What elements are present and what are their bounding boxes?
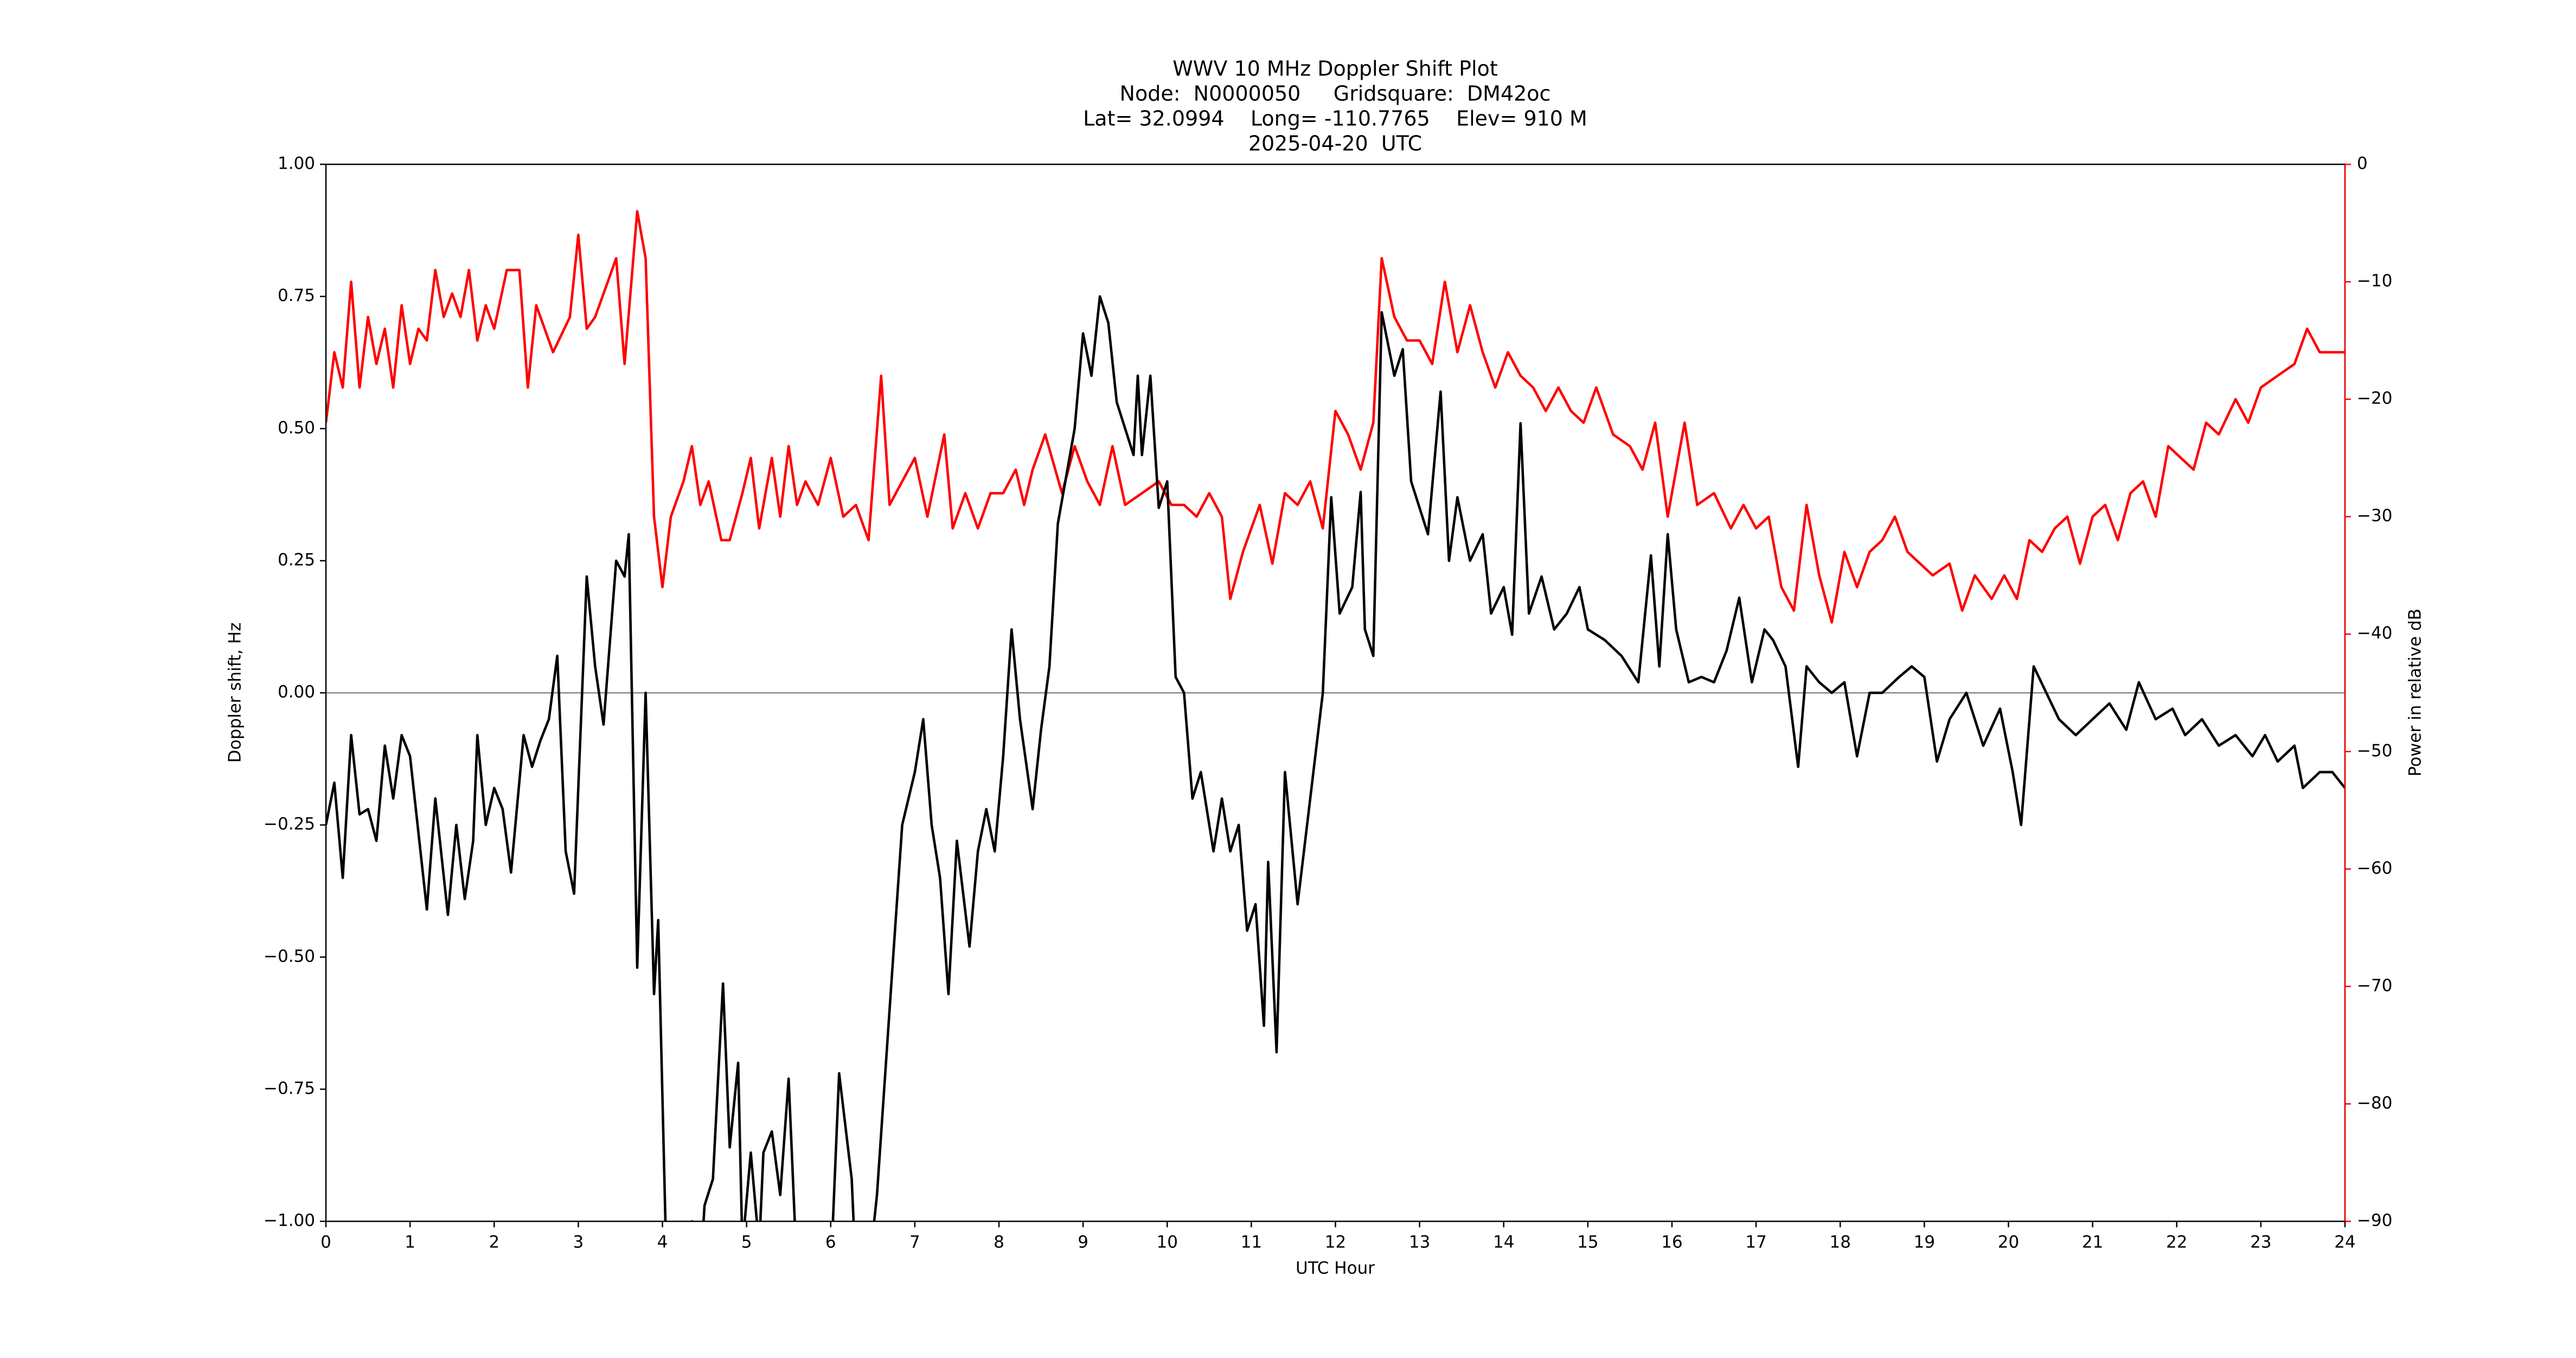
series-line [326,295,2345,1221]
y-tick-label: 0.00 [278,682,315,702]
x-tick-label: 24 [2334,1233,2355,1252]
x-tick-label: 1 [405,1233,415,1252]
y2-tick-label: 0 [2357,154,2368,174]
y-tick-label: −1.00 [264,1211,315,1231]
y2-tick-label: −80 [2357,1093,2392,1113]
y2-tick-label: −40 [2357,624,2392,643]
x-tick-label: 0 [321,1233,331,1252]
series-line [326,210,2345,624]
x-tick-label: 3 [573,1233,584,1252]
y-tick-label: −0.50 [264,946,315,966]
title-line: Node: N0000050 Gridsquare: DM42oc [1120,82,1551,106]
x-tick-label: 18 [1830,1233,1851,1252]
y2-tick-label: −90 [2357,1211,2392,1231]
x-tick-label: 5 [741,1233,752,1252]
y2-tick-label: −60 [2357,859,2392,878]
y-tick-label: 0.50 [278,418,315,438]
x-tick-label: 13 [1409,1233,1430,1252]
x-tick-label: 15 [1577,1233,1598,1252]
title-line: Lat= 32.0994 Long= -110.7765 Elev= 910 M [1083,107,1587,131]
y2-tick-label: −10 [2357,271,2392,291]
x-tick-label: 7 [909,1233,920,1252]
x-tick-label: 19 [1914,1233,1935,1252]
x-tick-label: 9 [1078,1233,1088,1252]
x-tick-label: 11 [1241,1233,1262,1252]
y2-tick-label: −50 [2357,741,2392,760]
x-tick-label: 16 [1661,1233,1682,1252]
y-tick-label: −0.75 [264,1079,315,1098]
y-tick-label: 1.00 [278,154,315,174]
x-tick-label: 14 [1493,1233,1514,1252]
x-axis-label: UTC Hour [1296,1259,1375,1278]
x-tick-label: 12 [1325,1233,1346,1252]
x-tick-label: 20 [1998,1233,2019,1252]
y-tick-label: 0.25 [278,550,315,569]
y2-axis-label: Power in relative dB [2406,608,2425,776]
title-line: 2025-04-20 UTC [1248,132,1422,156]
x-tick-label: 8 [994,1233,1004,1252]
x-tick-label: 23 [2250,1233,2271,1252]
x-tick-label: 17 [1745,1233,1766,1252]
x-tick-label: 22 [2166,1233,2187,1252]
y-axis-label: Doppler shift, Hz [226,623,245,763]
y2-tick-label: −20 [2357,389,2392,408]
y-tick-label: −0.25 [264,815,315,834]
x-tick-label: 21 [2082,1233,2103,1252]
x-tick-label: 2 [489,1233,499,1252]
x-tick-label: 10 [1157,1233,1178,1252]
x-tick-label: 6 [825,1233,836,1252]
y2-tick-label: −70 [2357,976,2392,995]
y-tick-label: 0.75 [278,286,315,305]
title-line: WWV 10 MHz Doppler Shift Plot [1172,57,1498,81]
y2-tick-label: −30 [2357,506,2392,526]
x-tick-label: 4 [657,1233,668,1252]
